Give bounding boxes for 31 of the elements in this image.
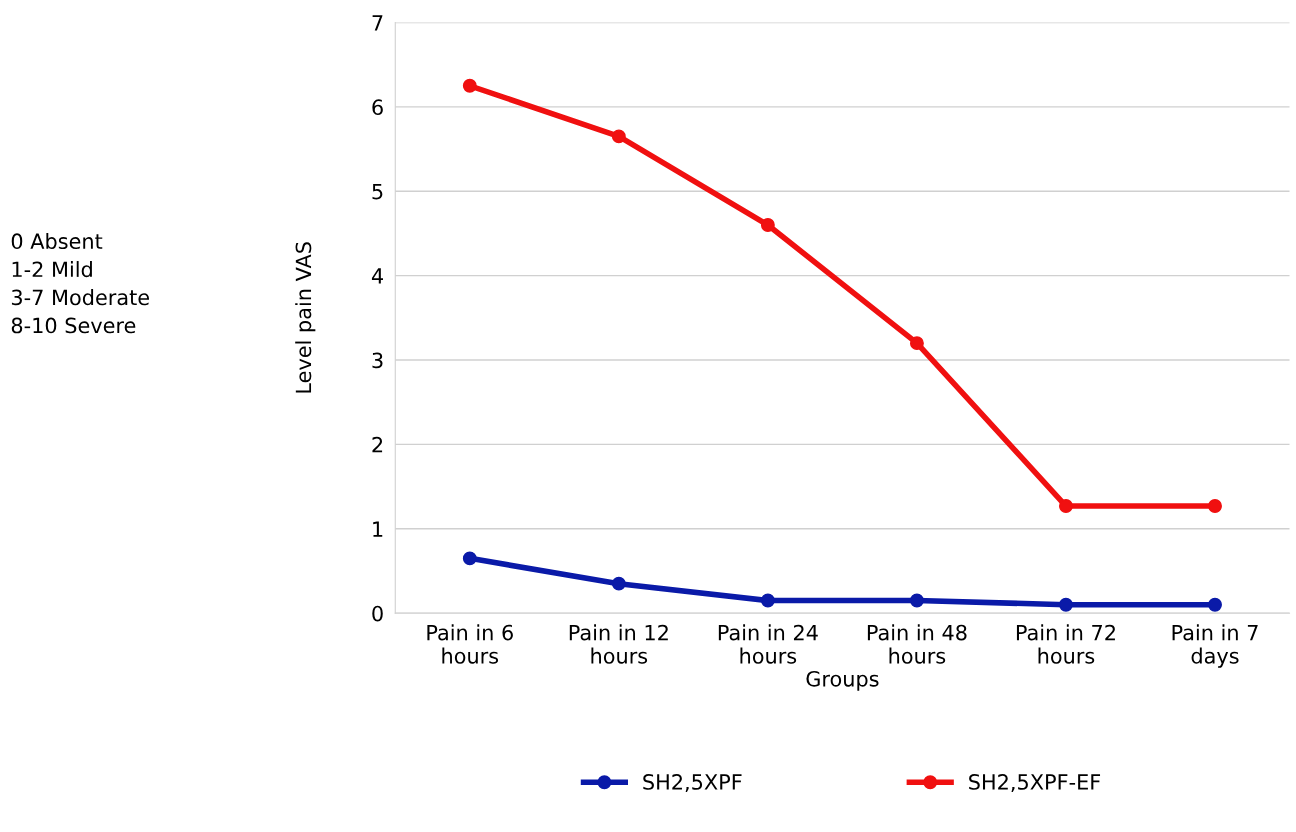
point (909, 336, 924, 351)
y-axis-title: Level pain VAS (295, 242, 316, 393)
legend-label: SH2,5XPF (643, 774, 742, 792)
x-axis-title: Groups (806, 670, 879, 691)
point (909, 593, 924, 608)
x-tick-label: Pain in 6 hours (427, 624, 513, 664)
x-tick-label: Pain in 72 hours (1016, 624, 1115, 664)
point (1059, 597, 1073, 612)
x-tick-label: Pain in 24 hours (718, 624, 818, 664)
x-tick-label: Pain in 12 hours (569, 624, 668, 664)
legend-label: SH2,5XPF-EF (969, 774, 1101, 792)
point (1208, 499, 1222, 513)
x-tick-label: Pain in 7 days (1172, 624, 1258, 668)
text: 0 Absent 1-2 Mild 3-7 Moderate 8-10 Severe (11, 232, 149, 334)
y-tick-label: 5 (372, 183, 383, 200)
y-tick-label: 2 (372, 436, 383, 453)
y-tick-label: 6 (372, 99, 383, 116)
y-tick-label: 1 (373, 521, 383, 537)
point (1208, 597, 1222, 612)
y-tick-label: 0 (372, 605, 383, 622)
point (462, 78, 477, 93)
point (611, 129, 626, 144)
x-tick-label: Pain in 48 hours (867, 624, 967, 664)
point (760, 593, 775, 608)
point (611, 576, 626, 591)
y-tick-label: 7 (372, 15, 383, 31)
y-tick-label: 3 (372, 352, 383, 369)
point (760, 218, 775, 232)
point (462, 551, 477, 566)
y-tick-label: 4 (371, 268, 383, 284)
point (1059, 499, 1073, 513)
